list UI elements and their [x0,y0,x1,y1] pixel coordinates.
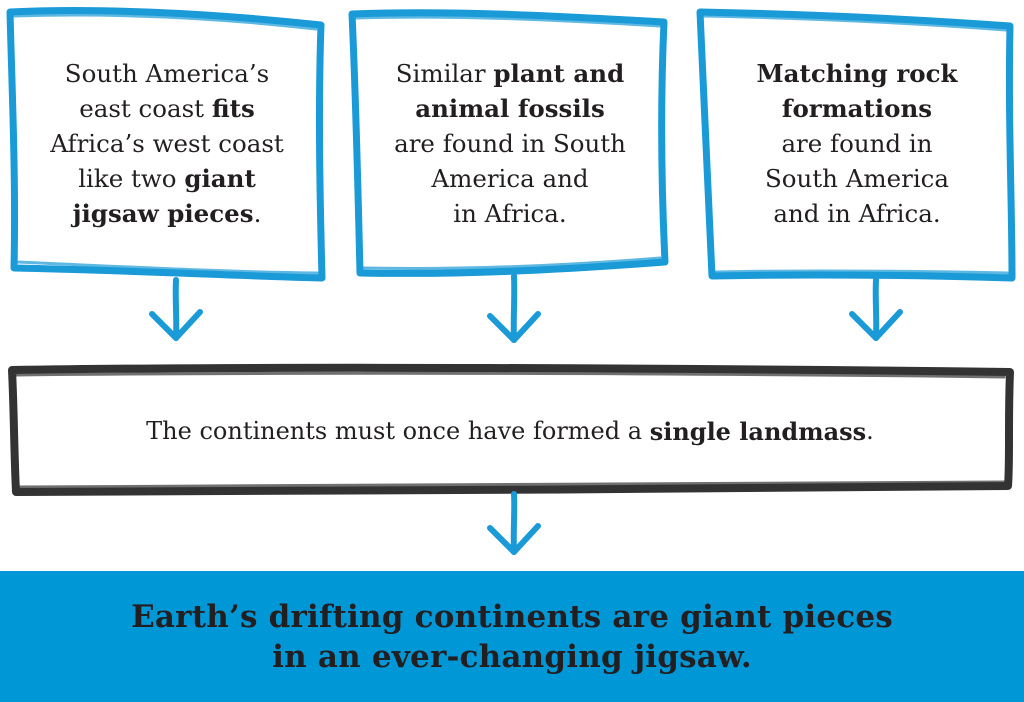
inference-text-bold: single landmass [649,416,867,446]
inference-box [8,363,1014,496]
evidence-box-3 [696,8,1016,282]
arrow-3-icon [849,277,903,341]
arrow-2-icon [487,273,541,343]
inference-text-end: . [866,417,874,445]
evidence-text-3: Matching rock formations are found in So… [756,58,958,228]
evidence-text-1: South America’s east coast fits Africa’s… [50,58,284,228]
arrow-4-icon [487,491,541,555]
conclusion-line-1: Earth’s drifting continents are giant pi… [131,598,893,635]
conclusion-line-2: in an ever-changing jigsaw. [272,638,752,675]
arrow-1-icon [149,277,203,341]
evidence-box-2 [348,9,669,277]
inference-text-main: The continents must once have formed a [146,417,643,445]
conclusion-text: Earth’s drifting continents are giant pi… [0,571,1024,702]
inference-text: The continents must once have formed a s… [40,402,980,460]
evidence-box-1 [6,7,326,282]
evidence-text-2: Similar plant and animal fossils are fou… [394,58,626,228]
conclusion-banner: Earth’s drifting continents are giant pi… [0,571,1024,702]
